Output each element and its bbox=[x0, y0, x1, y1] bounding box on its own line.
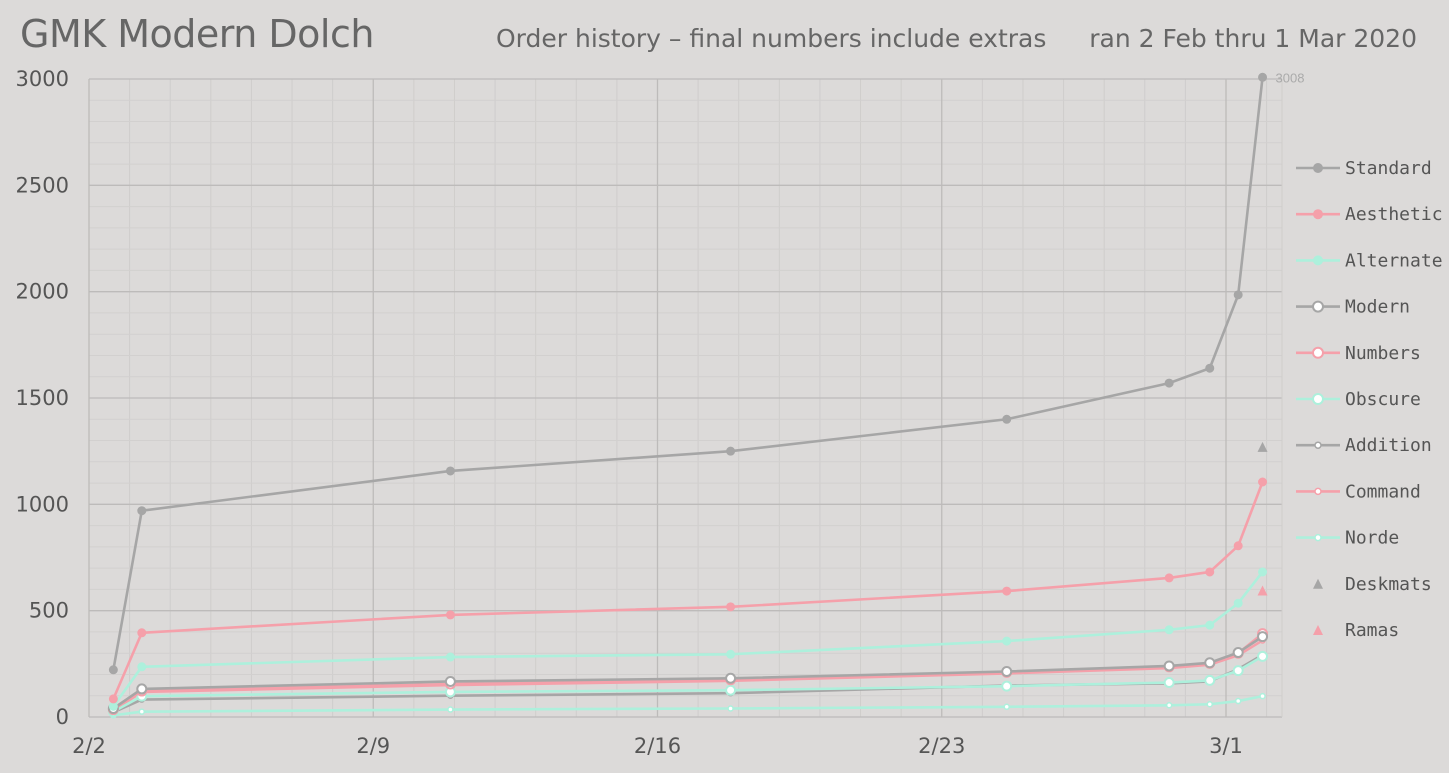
data-point bbox=[1314, 441, 1322, 449]
data-point bbox=[725, 672, 737, 684]
x-tick-label: 3/1 bbox=[1209, 734, 1243, 758]
data-point bbox=[1313, 163, 1323, 173]
y-tick-label: 1500 bbox=[16, 386, 69, 410]
data-point bbox=[1258, 567, 1268, 577]
data-point bbox=[445, 466, 455, 476]
y-tick-label: 2000 bbox=[16, 280, 69, 304]
y-tick-label: 1000 bbox=[16, 492, 69, 516]
data-point bbox=[137, 506, 147, 516]
data-point bbox=[1314, 487, 1322, 496]
legend-label-command: Command bbox=[1345, 481, 1421, 502]
data-point bbox=[726, 649, 736, 659]
data-point bbox=[1257, 650, 1269, 662]
data-point bbox=[1313, 625, 1323, 635]
data-point bbox=[1204, 674, 1216, 686]
data-point bbox=[1233, 541, 1243, 551]
data-point bbox=[1312, 300, 1324, 313]
data-point bbox=[1233, 290, 1243, 300]
legend-label-standard: Standard bbox=[1345, 158, 1432, 179]
data-point bbox=[1163, 677, 1175, 689]
data-point bbox=[1257, 585, 1268, 596]
data-point bbox=[1205, 363, 1215, 373]
data-point bbox=[1232, 665, 1244, 677]
legend-label-alternate: Alternate bbox=[1345, 250, 1443, 271]
data-point bbox=[108, 701, 118, 711]
data-point bbox=[1313, 578, 1323, 589]
legend-label-obscure: Obscure bbox=[1345, 389, 1421, 410]
data-point bbox=[1257, 631, 1269, 643]
data-point bbox=[137, 628, 147, 638]
data-point bbox=[1204, 657, 1216, 669]
chart-title: GMK Modern Dolch bbox=[20, 12, 374, 56]
data-point bbox=[1002, 636, 1012, 646]
data-point bbox=[1163, 660, 1175, 672]
legend-label-norde: Norde bbox=[1345, 528, 1399, 549]
y-tick-label: 500 bbox=[29, 599, 69, 623]
data-point bbox=[1165, 702, 1173, 709]
legend-label-aesthetic: Aesthetic bbox=[1345, 204, 1443, 225]
data-point bbox=[1258, 477, 1268, 487]
final-value-annotation: 3008 bbox=[1276, 70, 1305, 85]
legend-label-ramas: Ramas bbox=[1345, 620, 1399, 641]
data-point bbox=[444, 675, 456, 687]
data-point bbox=[726, 446, 736, 456]
y-tick-label: 0 bbox=[56, 705, 69, 729]
data-point bbox=[1312, 346, 1324, 359]
data-point bbox=[1002, 586, 1012, 596]
data-point bbox=[1164, 378, 1174, 388]
data-point bbox=[1234, 697, 1242, 705]
data-point bbox=[1313, 209, 1323, 220]
data-point bbox=[1313, 255, 1323, 266]
data-point bbox=[1259, 692, 1266, 700]
data-point bbox=[1164, 573, 1174, 583]
data-point bbox=[1002, 414, 1012, 424]
data-point bbox=[1001, 665, 1013, 677]
data-point bbox=[137, 662, 147, 672]
data-point bbox=[1257, 441, 1268, 452]
data-point bbox=[445, 610, 455, 620]
series-line-obscure bbox=[112, 655, 1264, 713]
data-point bbox=[108, 694, 118, 704]
data-point bbox=[725, 684, 737, 696]
series-line-command bbox=[112, 639, 1264, 712]
y-tick-label: 2500 bbox=[16, 173, 69, 197]
legend-label-modern: Modern bbox=[1345, 297, 1410, 318]
x-tick-label: 2/23 bbox=[918, 734, 965, 758]
x-tick-label: 2/2 bbox=[72, 734, 106, 758]
data-point bbox=[108, 665, 118, 675]
data-point bbox=[136, 683, 148, 695]
x-tick-label: 2/9 bbox=[356, 734, 390, 758]
data-point bbox=[1233, 598, 1243, 608]
series-line-aesthetic bbox=[112, 481, 1264, 700]
data-point bbox=[1314, 533, 1322, 542]
data-point bbox=[1258, 72, 1268, 82]
legend-label-deskmats: Deskmats bbox=[1345, 574, 1432, 595]
data-point bbox=[447, 706, 454, 713]
data-point bbox=[1001, 680, 1013, 692]
data-point bbox=[1205, 620, 1215, 630]
legend-label-numbers: Numbers bbox=[1345, 343, 1421, 364]
data-point bbox=[138, 708, 146, 715]
data-point bbox=[445, 652, 455, 662]
data-point bbox=[726, 602, 736, 612]
series-line-standard bbox=[112, 77, 1264, 671]
date-range-label: ran 2 Feb thru 1 Mar 2020 bbox=[1089, 24, 1417, 53]
data-point bbox=[1206, 700, 1214, 708]
y-tick-label: 3000 bbox=[16, 67, 69, 91]
legend-label-addition: Addition bbox=[1345, 435, 1432, 456]
data-point bbox=[1232, 647, 1244, 659]
data-point bbox=[1205, 567, 1215, 577]
data-point bbox=[727, 705, 734, 712]
data-point bbox=[1164, 625, 1174, 635]
chart-subtitle: Order history – final numbers include ex… bbox=[496, 24, 1047, 53]
data-point bbox=[1312, 393, 1324, 405]
data-point bbox=[1003, 703, 1010, 711]
x-tick-label: 2/16 bbox=[634, 734, 681, 758]
